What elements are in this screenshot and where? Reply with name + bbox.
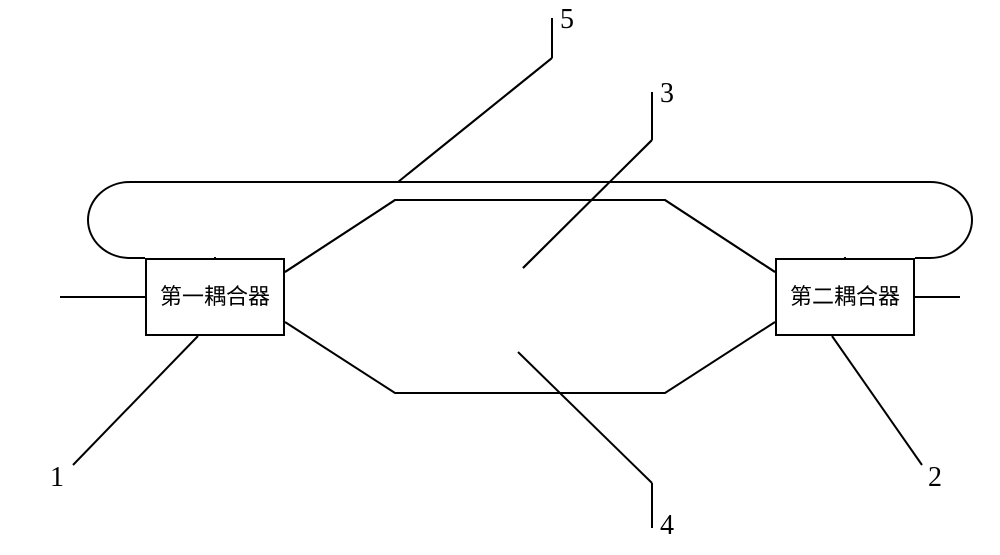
label-5: 5 bbox=[560, 4, 574, 36]
label-3: 3 bbox=[660, 78, 674, 110]
coupler-diagram: 第一耦合器 第二耦合器 1 2 3 4 5 bbox=[0, 0, 1000, 555]
first-coupler-label: 第一耦合器 bbox=[160, 284, 270, 310]
label-1: 1 bbox=[50, 462, 64, 494]
label-2: 2 bbox=[928, 462, 942, 494]
first-coupler-box: 第一耦合器 bbox=[145, 258, 285, 336]
label-4: 4 bbox=[660, 510, 674, 542]
second-coupler-box: 第二耦合器 bbox=[775, 258, 915, 336]
second-coupler-label: 第二耦合器 bbox=[790, 284, 900, 310]
